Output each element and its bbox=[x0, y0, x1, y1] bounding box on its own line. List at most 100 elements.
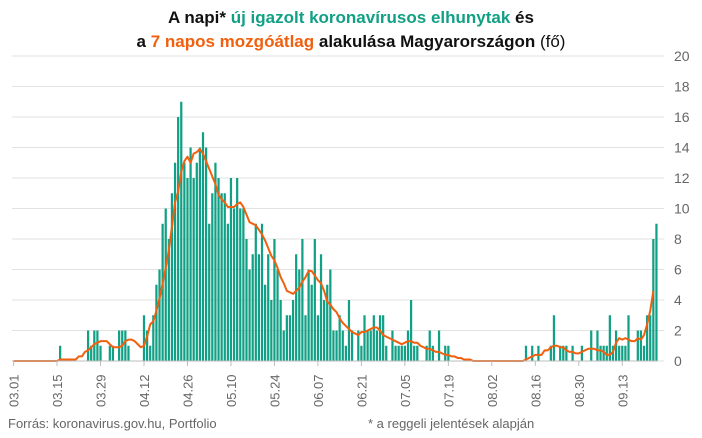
bar bbox=[298, 269, 301, 361]
title-text-a: A napi* bbox=[168, 8, 231, 27]
bar bbox=[285, 315, 288, 361]
bar bbox=[562, 345, 565, 361]
y-tick-label: 6 bbox=[674, 262, 682, 278]
y-tick-label: 8 bbox=[674, 231, 682, 247]
bar bbox=[127, 345, 130, 361]
x-tick-label: 08.16 bbox=[528, 374, 543, 407]
bar bbox=[378, 315, 382, 361]
y-tick-label: 18 bbox=[674, 79, 690, 95]
y-tick-label: 16 bbox=[674, 109, 690, 125]
bar bbox=[223, 193, 226, 361]
bar bbox=[627, 315, 630, 361]
bar bbox=[208, 223, 211, 361]
title-text-a2: a bbox=[136, 32, 151, 51]
y-tick-label: 2 bbox=[674, 323, 682, 339]
bar bbox=[282, 330, 285, 361]
bar bbox=[273, 239, 276, 361]
x-tick-label: 07.05 bbox=[398, 374, 413, 407]
x-tick-label: 05.24 bbox=[267, 374, 282, 407]
bar bbox=[602, 345, 605, 361]
chart-title: A napi* új igazolt koronavírusos elhunyt… bbox=[0, 6, 702, 54]
bar bbox=[307, 269, 310, 361]
x-tick-label: 03.01 bbox=[7, 374, 22, 407]
moving-average-line bbox=[13, 148, 655, 362]
bar bbox=[400, 345, 403, 361]
bar bbox=[260, 223, 264, 361]
bar bbox=[437, 330, 441, 361]
bar bbox=[245, 239, 248, 361]
bar bbox=[524, 345, 528, 361]
bar bbox=[580, 345, 584, 361]
x-tick-label: 08.02 bbox=[485, 374, 500, 407]
bar bbox=[59, 345, 62, 361]
bar bbox=[226, 223, 229, 361]
x-tick-label: 04.26 bbox=[180, 374, 195, 407]
bar bbox=[618, 345, 621, 361]
bar bbox=[363, 315, 366, 361]
bar bbox=[152, 315, 155, 361]
bar bbox=[372, 315, 375, 361]
bar bbox=[385, 345, 388, 361]
bar bbox=[310, 284, 313, 361]
x-tick-label: 03.15 bbox=[50, 374, 65, 407]
x-tick-label: 09.13 bbox=[615, 374, 630, 407]
bar bbox=[366, 330, 369, 361]
title-text-trend: alakulása Magyarországon bbox=[314, 32, 540, 51]
bar bbox=[204, 147, 208, 361]
chart-title-line-1: A napi* új igazolt koronavírusos elhunyt… bbox=[0, 6, 702, 30]
bar bbox=[559, 345, 562, 361]
bar bbox=[624, 345, 627, 361]
bar bbox=[335, 330, 338, 361]
title-highlight-deaths: új igazolt koronavírusos elhunytak bbox=[230, 8, 511, 27]
bar bbox=[239, 208, 242, 361]
bar bbox=[369, 330, 372, 361]
bar bbox=[251, 254, 254, 361]
bar bbox=[344, 345, 347, 361]
bar bbox=[313, 239, 316, 361]
chart-title-line-2: a 7 napos mozgóátlag alakulása Magyarors… bbox=[0, 30, 702, 54]
bar bbox=[254, 223, 257, 361]
bar bbox=[316, 315, 320, 361]
y-tick-label: 4 bbox=[674, 292, 682, 308]
bar bbox=[236, 178, 239, 361]
y-tick-label: 20 bbox=[674, 48, 690, 64]
bar bbox=[357, 330, 360, 361]
source-footnote: Forrás: koronavirus.gov.hu, Portfolio bbox=[8, 416, 217, 431]
title-text-es: és bbox=[510, 8, 534, 27]
bar bbox=[341, 330, 344, 361]
bar bbox=[198, 147, 202, 361]
bar bbox=[301, 239, 304, 361]
bar bbox=[86, 330, 90, 361]
bar bbox=[403, 345, 406, 361]
bar bbox=[232, 208, 236, 361]
x-tick-label: 06.07 bbox=[311, 374, 326, 407]
bar bbox=[304, 315, 307, 361]
daily-deaths-bars bbox=[59, 101, 658, 361]
bar bbox=[319, 254, 323, 361]
bar bbox=[270, 300, 273, 361]
bar bbox=[170, 193, 174, 361]
bar bbox=[323, 300, 326, 361]
bar bbox=[605, 345, 608, 361]
bar bbox=[391, 330, 394, 361]
bar bbox=[646, 315, 649, 361]
bar bbox=[195, 162, 198, 361]
bar bbox=[444, 345, 447, 361]
bar bbox=[161, 223, 164, 361]
bar bbox=[183, 162, 186, 361]
bar bbox=[124, 330, 127, 361]
bar bbox=[186, 178, 189, 361]
bar bbox=[360, 345, 363, 361]
x-tick-label: 05.10 bbox=[224, 374, 239, 407]
title-highlight-moving-average: 7 napos mozgóátlag bbox=[150, 32, 315, 51]
bar bbox=[180, 101, 183, 361]
bar bbox=[347, 300, 351, 361]
bar bbox=[167, 239, 170, 361]
x-tick-label: 07.19 bbox=[441, 374, 456, 407]
bar bbox=[248, 269, 251, 361]
bar bbox=[590, 330, 593, 361]
bar bbox=[409, 300, 413, 361]
bar bbox=[158, 269, 161, 361]
bar bbox=[652, 239, 655, 361]
